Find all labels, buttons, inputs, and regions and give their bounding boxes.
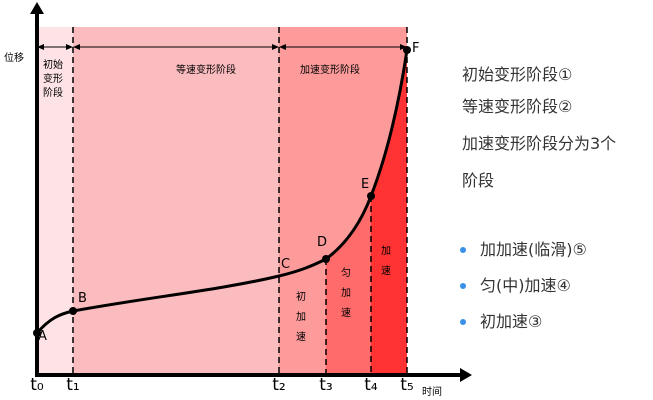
time-label: t₄ xyxy=(364,375,378,395)
point-label: A xyxy=(38,329,47,344)
vertical-label: 变形 xyxy=(43,72,63,85)
point-label: D xyxy=(317,235,327,250)
region-uniform xyxy=(326,196,371,375)
stage-label: 加速变形阶段 xyxy=(300,63,360,76)
point-label: E xyxy=(361,177,369,192)
vertical-label: 初 xyxy=(296,290,306,303)
y-axis-label: 位移 xyxy=(4,51,24,64)
stage-label: 等速变形阶段 xyxy=(176,63,236,76)
vertical-label: 速 xyxy=(341,307,351,319)
bullet xyxy=(460,319,466,325)
point-label: C xyxy=(281,257,290,272)
region-constant xyxy=(73,27,279,375)
vertical-label: 加 xyxy=(341,287,351,299)
axes xyxy=(35,12,462,377)
vertical-label: 速 xyxy=(296,331,306,343)
bullet-text: 加加速(临滑)⑤ xyxy=(480,240,587,259)
note-line: 初始变形阶段① xyxy=(462,65,572,84)
note-line: 加速变形阶段分为3个 xyxy=(462,134,616,153)
bullet-text: 匀(中)加速④ xyxy=(480,276,571,295)
vertical-label: 初始 xyxy=(43,58,63,71)
vertical-label: 匀 xyxy=(341,267,351,279)
time-label: t₂ xyxy=(272,375,285,395)
time-label: t₅ xyxy=(400,375,413,395)
dashed-lines xyxy=(72,27,408,375)
time-label: t₀ xyxy=(30,375,44,395)
curve-points xyxy=(33,46,411,337)
bullet xyxy=(460,247,466,253)
vertical-label: 加 xyxy=(381,245,391,257)
vertical-label: 速 xyxy=(381,265,391,277)
region-fast xyxy=(371,50,407,375)
x-axis-label: 时间 xyxy=(422,385,442,398)
vertical-label: 加 xyxy=(296,311,306,323)
time-label: t₁ xyxy=(66,375,79,395)
note-line: 等速变形阶段② xyxy=(462,97,572,116)
time-label: t₃ xyxy=(319,375,332,395)
point-label: F xyxy=(412,41,419,56)
bullet xyxy=(460,283,466,289)
note-line: 阶段 xyxy=(462,171,494,190)
bullet-text: 初加速③ xyxy=(480,312,542,331)
vertical-label: 阶段 xyxy=(43,86,63,99)
point-label: B xyxy=(78,291,87,306)
